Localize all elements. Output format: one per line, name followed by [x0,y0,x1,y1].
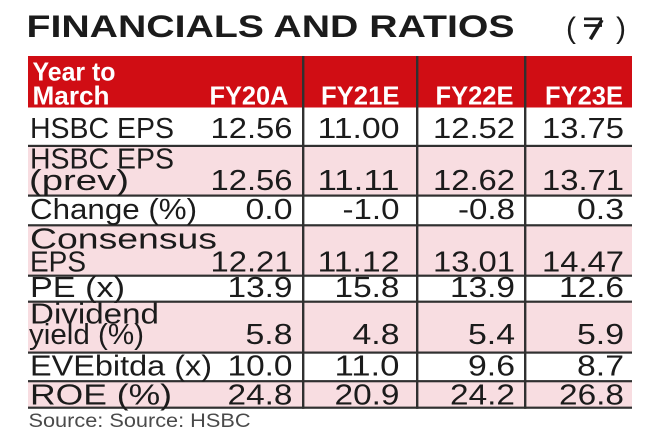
svg-text:5.8: 5.8 [246,319,293,351]
svg-text:FY22E: FY22E [436,83,514,111]
svg-text:Consensus: Consensus [30,223,217,255]
svg-text:Change (%): Change (%) [30,194,197,226]
svg-text:Dividend: Dividend [30,298,159,330]
svg-text:13.01: 13.01 [433,246,515,278]
svg-text:12.62: 12.62 [433,165,515,197]
svg-text:PE (x): PE (x) [30,272,125,304]
svg-text:4.8: 4.8 [353,319,400,351]
svg-text:14.47: 14.47 [542,246,624,278]
svg-text:Year to: Year to [33,59,116,87]
svg-text:5.4: 5.4 [468,319,515,351]
svg-text:13.9: 13.9 [450,272,515,304]
svg-text:12.56: 12.56 [211,113,293,145]
svg-text:11.11: 11.11 [318,165,400,197]
svg-text:HSBC EPS: HSBC EPS [30,144,174,176]
svg-text:ROE (%): ROE (%) [30,380,172,412]
svg-text:0.0: 0.0 [246,194,293,226]
svg-text:12.56: 12.56 [211,165,293,197]
svg-text:FY21E: FY21E [321,83,400,111]
svg-text:-0.8: -0.8 [458,194,515,226]
svg-text:24.8: 24.8 [228,380,293,412]
svg-text:13.9: 13.9 [228,272,293,304]
svg-text:11.12: 11.12 [318,246,400,278]
svg-text:(: ( [566,12,576,45]
svg-text:12.52: 12.52 [433,113,515,145]
svg-text:11.0: 11.0 [335,350,400,382]
svg-text:11.00: 11.00 [318,113,400,145]
svg-text:8.7: 8.7 [577,350,624,382]
svg-text:HSBC EPS: HSBC EPS [30,113,174,145]
svg-text:yield (%): yield (%) [29,319,144,351]
svg-text:EVEbitda (x): EVEbitda (x) [30,350,212,382]
svg-text:(prev): (prev) [29,165,129,197]
svg-text:24.2: 24.2 [450,380,515,412]
svg-text:10.0: 10.0 [228,350,293,382]
svg-text:9.6: 9.6 [468,350,515,382]
svg-text:FY20A: FY20A [210,83,289,111]
svg-text:EPS: EPS [30,246,86,278]
svg-text:12.6: 12.6 [559,272,624,304]
svg-text:26.8: 26.8 [559,380,624,412]
svg-text:13.75: 13.75 [542,113,624,145]
svg-text:13.71: 13.71 [542,165,624,197]
svg-text:): ) [616,12,626,45]
svg-text:FY23E: FY23E [545,83,623,111]
svg-text:15.8: 15.8 [335,272,400,304]
svg-text:Source: Source: HSBC: Source: Source: HSBC [29,411,251,432]
svg-text:0.3: 0.3 [577,194,624,226]
svg-text:FINANCIALS AND RATIOS: FINANCIALS AND RATIOS [27,8,515,44]
svg-text:12.21: 12.21 [211,246,293,278]
svg-text:March: March [33,83,110,111]
svg-text:-1.0: -1.0 [343,194,400,226]
svg-text:5.9: 5.9 [577,319,624,351]
svg-text:20.9: 20.9 [335,380,400,412]
